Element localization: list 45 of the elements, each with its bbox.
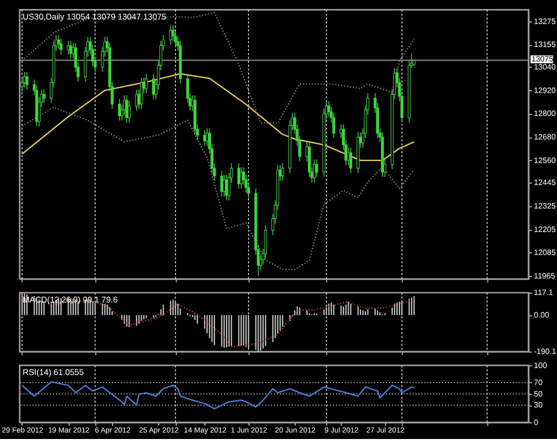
chart-title: US30,Daily 13054 13079 13047 13075 [22,12,167,22]
candlestick [281,162,284,182]
candlestick [23,72,26,88]
candlestick [69,40,72,59]
chart-title: RSI(14) 61.0555 [22,367,84,378]
candlestick [135,89,138,112]
y-tick-label: 0 [534,418,539,427]
candlestick [60,38,62,55]
line-series [21,73,415,162]
line-series [21,381,415,410]
candlestick [128,100,131,123]
y-tick-label: -190.1 [534,347,556,356]
y-tick-label: 13040 [534,62,556,72]
y-tick-label: 12325 [534,202,556,211]
y-tick-label: 13155 [534,40,556,50]
y-tick-label: 12680 [534,132,556,142]
candlestick [169,24,172,46]
y-tick-label: 12920 [534,86,556,95]
y-tick-label: 12560 [534,156,556,165]
ref-line-label: 13075 [531,54,554,64]
y-tick-label: 12445 [534,178,556,188]
y-tick-label: 70 [534,378,544,387]
candlestick [42,89,46,104]
y-tick-label: 13275 [534,16,556,26]
y-tick-label: 50 [534,389,544,398]
y-tick-label: 0.00 [534,310,550,320]
y-tick-label: 11965 [534,271,556,280]
y-tick-label: 12800 [534,109,556,118]
y-tick-label: 12085 [534,248,556,258]
candlestick [203,130,206,146]
candlestick [144,74,148,94]
candlestick [118,98,121,121]
line-series [21,297,415,348]
candlestick [26,72,28,90]
line-series [21,12,415,124]
candlestick [222,174,226,197]
line-series [21,106,415,270]
candlestick [152,74,155,100]
candlestick [66,40,70,55]
y-tick-label: 12205 [534,224,556,234]
y-tick-label: 100 [534,360,548,370]
y-tick-label: 117.1 [534,288,553,298]
candlestick [140,77,143,110]
candlestick [315,159,318,178]
y-tick-label: 30 [534,400,544,410]
